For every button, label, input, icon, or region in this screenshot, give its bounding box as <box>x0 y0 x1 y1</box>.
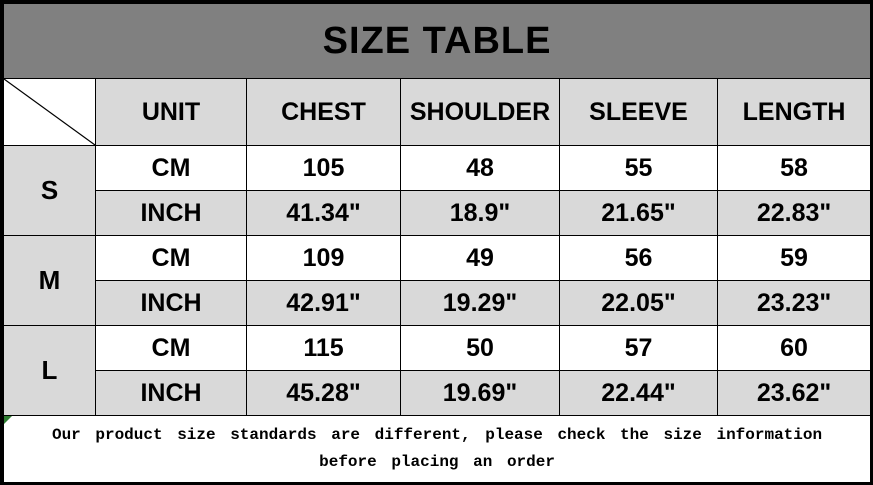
column-header-row: UNIT CHEST SHOULDER SLEEVE LENGTH <box>3 78 872 146</box>
cell-l-cm-sleeve: 57 <box>559 325 718 371</box>
row-l-inch: INCH 45.28" 19.69" 22.44" 23.62" <box>4 370 872 416</box>
title-row: SIZE TABLE <box>2 3 872 79</box>
size-table: SIZE TABLE UNIT CHEST SHOULDER SLEEVE LE… <box>2 3 872 483</box>
cell-s-cm-length: 58 <box>716 145 872 191</box>
footnote-row: Our product size standards are different… <box>2 415 872 483</box>
cell-l-cm-shoulder: 50 <box>400 325 560 371</box>
size-label-m: M <box>3 235 96 326</box>
cell-s-inch-length: 22.83" <box>716 190 872 236</box>
cell-m-cm-sleeve: 56 <box>559 235 718 281</box>
unit-label-cm: CM <box>95 145 247 191</box>
unit-label-inch: INCH <box>95 370 247 416</box>
size-label-s: S <box>3 145 96 236</box>
cell-l-inch-shoulder: 19.69" <box>400 370 560 416</box>
column-header-shoulder: SHOULDER <box>400 78 560 146</box>
column-header-unit: UNIT <box>95 78 247 146</box>
diagonal-line-icon <box>4 79 95 145</box>
cell-s-cm-chest: 105 <box>246 145 401 191</box>
cell-s-inch-shoulder: 18.9" <box>400 190 560 236</box>
cell-m-cm-shoulder: 49 <box>400 235 560 281</box>
row-l-cm: L CM 115 50 57 60 <box>3 325 872 416</box>
unit-label-inch: INCH <box>95 280 247 326</box>
footnote-text: Our product size standards are different… <box>51 425 823 471</box>
cell-l-cm-chest: 115 <box>246 325 401 371</box>
column-header-length: LENGTH <box>716 78 872 146</box>
unit-label-cm: CM <box>95 325 247 371</box>
cell-s-inch-sleeve: 21.65" <box>559 190 718 236</box>
unit-label-cm: CM <box>95 235 247 281</box>
row-s-inch: INCH 41.34" 18.9" 21.65" 22.83" <box>4 190 872 236</box>
cell-m-inch-sleeve: 22.05" <box>559 280 718 326</box>
cell-m-inch-length: 23.23" <box>716 280 872 326</box>
footnote-cell: Our product size standards are different… <box>2 415 872 483</box>
row-m-cm: M CM 109 49 56 59 <box>3 235 872 326</box>
cell-m-inch-shoulder: 19.29" <box>400 280 560 326</box>
cell-s-inch-chest: 41.34" <box>246 190 401 236</box>
cell-s-cm-sleeve: 55 <box>559 145 718 191</box>
cell-s-cm-shoulder: 48 <box>400 145 560 191</box>
page-title: SIZE TABLE <box>2 3 872 79</box>
cell-l-inch-chest: 45.28" <box>246 370 401 416</box>
column-header-chest: CHEST <box>246 78 401 146</box>
unit-label-inch: INCH <box>95 190 247 236</box>
size-label-l: L <box>3 325 96 416</box>
cell-corner-marker-icon <box>4 416 12 424</box>
cell-l-cm-length: 60 <box>716 325 872 371</box>
cell-m-cm-chest: 109 <box>246 235 401 281</box>
cell-l-inch-length: 23.62" <box>716 370 872 416</box>
row-m-inch: INCH 42.91" 19.29" 22.05" 23.23" <box>4 280 872 326</box>
corner-diagonal-cell <box>3 78 96 146</box>
column-header-sleeve: SLEEVE <box>559 78 718 146</box>
cell-m-cm-length: 59 <box>716 235 872 281</box>
row-s-cm: S CM 105 48 55 58 <box>3 145 872 236</box>
cell-m-inch-chest: 42.91" <box>246 280 401 326</box>
cell-l-inch-sleeve: 22.44" <box>559 370 718 416</box>
